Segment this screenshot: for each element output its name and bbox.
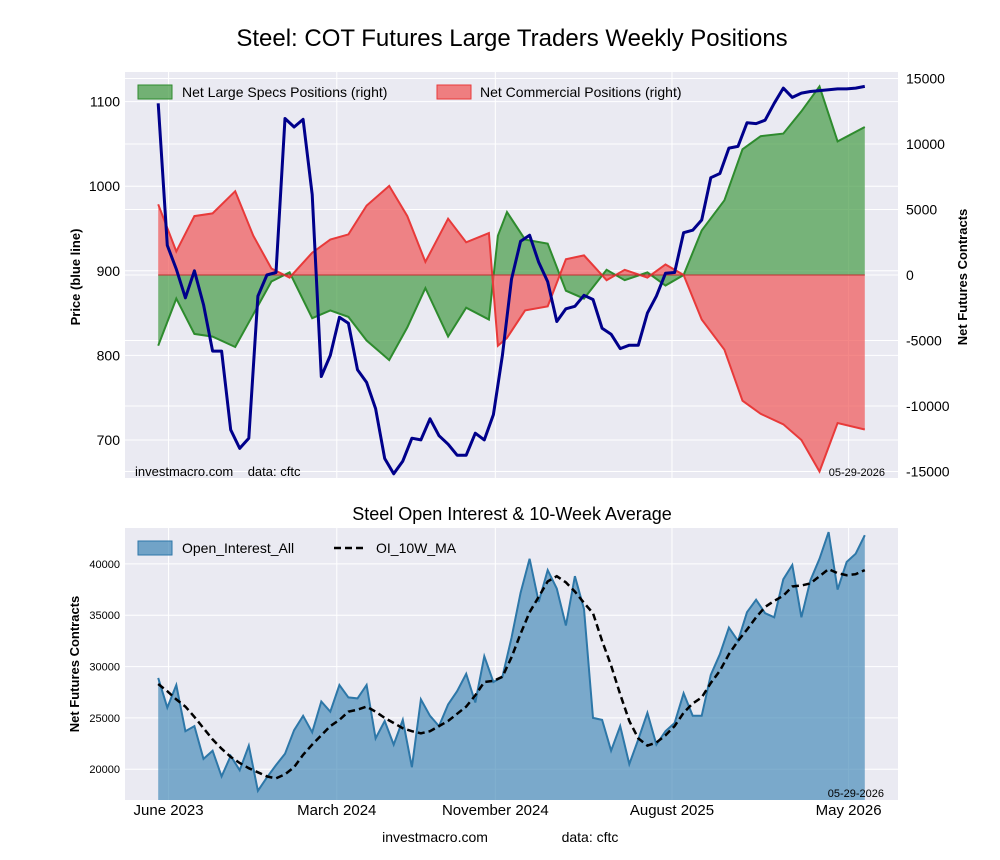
ytick-left: 700 [97, 432, 121, 448]
legend-swatch-oi [137, 540, 173, 556]
ytick-right: 0 [906, 267, 914, 283]
bottom-title: Steel Open Interest & 10-Week Average [352, 504, 672, 524]
bottom-oi-area [157, 531, 866, 800]
ytick-left: 1100 [90, 94, 120, 110]
top-ylabel-left: Price (blue line) [68, 229, 83, 326]
legend-label-commercial: Net Commercial Positions (right) [480, 84, 682, 100]
bottom-tick-labels: 20000 25000 30000 35000 40000 June 2023 March … [89, 559, 881, 819]
xtick: May 2026 [816, 802, 882, 819]
legend-label-ma: OI_10W_MA [376, 540, 457, 556]
bottom-date-label: 05-29-2026 [828, 788, 884, 800]
footer-site: investmacro.com [382, 829, 488, 845]
ytick: 20000 [89, 764, 120, 776]
price-line [156, 84, 866, 476]
ytick: 30000 [89, 662, 120, 674]
top-date-label: 05-29-2026 [829, 467, 885, 479]
xtick: November 2024 [442, 802, 549, 819]
ytick: 35000 [89, 610, 120, 622]
ytick: 40000 [89, 559, 120, 571]
bottom-ylabel: Net Futures Contracts [67, 596, 82, 733]
ytick-left: 900 [97, 263, 121, 279]
xtick: June 2023 [134, 802, 204, 819]
net-commercial-edge [157, 184, 866, 474]
ytick-right: -10000 [906, 398, 950, 414]
open-interest-edge [157, 531, 866, 794]
bottom-legend: Open_Interest_All OI_10W_MA [137, 540, 457, 556]
ytick-left: 1000 [89, 178, 120, 194]
net-large-specs-area [158, 86, 865, 361]
ytick: 25000 [89, 713, 120, 725]
xtick: August 2025 [630, 802, 714, 819]
legend-label-oi: Open_Interest_All [182, 540, 294, 556]
ytick-right: 5000 [906, 202, 937, 218]
top-watermark: investmacro.com data: cftc [135, 464, 301, 479]
xtick: March 2024 [297, 802, 376, 819]
net-commercial-area [158, 185, 865, 472]
legend-swatch-commercial [436, 84, 472, 100]
ma-line [157, 567, 866, 780]
ytick-right: -15000 [906, 463, 950, 479]
bottom-ma-line [157, 567, 866, 780]
ytick-left: 800 [97, 347, 121, 363]
top-price-line [156, 84, 866, 476]
ytick-right: 10000 [906, 136, 945, 152]
top-net-areas [157, 84, 866, 474]
top-chart: 700 800 900 1000 1100 -15000 -10000 -5000 0 5000 1… [89, 71, 950, 480]
open-interest-area [158, 532, 865, 800]
legend-swatch-specs [137, 84, 173, 100]
top-ylabel-right: Net Futures Contracts [955, 209, 970, 346]
net-large-specs-edge [157, 84, 866, 362]
legend-label-specs: Net Large Specs Positions (right) [182, 84, 387, 100]
bottom-chart: 20000 25000 30000 35000 40000 June 2023 March … [89, 528, 898, 819]
top-legend: Net Large Specs Positions (right) Net Com… [137, 84, 682, 100]
top-tick-labels: 700 800 900 1000 1100 -15000 -10000 -5000 0 5000 1… [89, 71, 950, 480]
ytick-right: 15000 [906, 71, 945, 87]
footer-source: data: cftc [562, 829, 619, 845]
figure-title: Steel: COT Futures Large Traders Weekly … [236, 25, 787, 52]
ytick-right: -5000 [906, 332, 942, 348]
